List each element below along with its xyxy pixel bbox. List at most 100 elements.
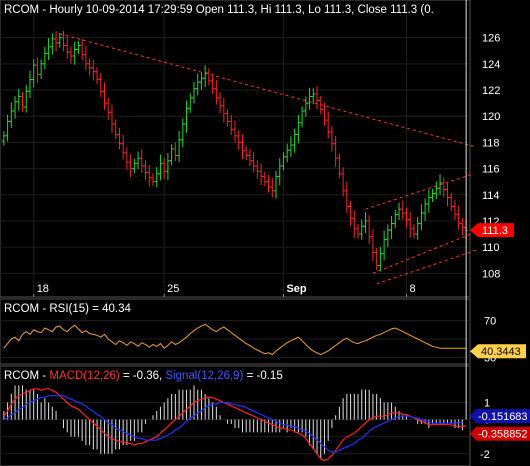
down-candle: [54, 31, 59, 52]
down-candle: [329, 126, 334, 152]
down-candle: [128, 154, 133, 178]
up-candle: [426, 189, 431, 213]
down-candle: [374, 247, 379, 271]
up-candle: [5, 114, 10, 142]
rsi-value-tag: 40.3443: [470, 344, 526, 359]
up-candle: [27, 70, 32, 99]
down-candle: [106, 97, 111, 121]
rsi-value-tag-shape: [470, 344, 526, 359]
up-candle: [165, 153, 170, 180]
macd-tick-label: 1: [484, 398, 490, 410]
down-candle: [229, 114, 234, 135]
up-candle: [303, 96, 308, 117]
down-candle: [270, 178, 275, 198]
down-candle: [262, 171, 267, 187]
price-tick-label: 122: [482, 85, 500, 97]
down-candle: [452, 199, 457, 221]
up-candle: [307, 87, 312, 110]
down-candle: [210, 74, 215, 95]
rsi-grid: [0, 320, 470, 358]
down-candle: [240, 134, 245, 160]
down-candle: [236, 130, 241, 151]
down-candle: [147, 164, 152, 187]
down-candle: [449, 192, 454, 212]
up-candle: [72, 41, 77, 65]
up-candle: [199, 72, 204, 90]
down-candle: [95, 67, 100, 85]
down-candle: [225, 109, 230, 127]
up-candle: [136, 151, 141, 169]
up-candle: [9, 102, 14, 129]
up-candle: [39, 59, 44, 79]
up-candle: [24, 84, 29, 113]
macd-value-tag-shape: [470, 409, 530, 424]
down-candle: [259, 163, 264, 186]
down-candle: [356, 224, 361, 239]
up-candle: [42, 46, 47, 70]
up-candle: [438, 174, 443, 195]
down-candle: [322, 102, 327, 126]
down-candle: [102, 82, 107, 110]
down-candle: [68, 46, 73, 64]
down-candle: [61, 30, 66, 52]
down-candle: [91, 60, 96, 81]
up-candle: [415, 216, 420, 240]
time-tick-label: Sep: [286, 283, 306, 295]
up-candle: [16, 88, 21, 111]
up-candle: [50, 33, 55, 55]
down-candle: [109, 104, 114, 133]
up-candle: [184, 100, 189, 133]
down-candle: [348, 200, 353, 227]
up-candle: [423, 198, 428, 221]
up-candle: [188, 93, 193, 113]
signal-tag-label: -0.358852: [478, 429, 528, 441]
down-candle: [233, 120, 237, 143]
signal-value-tag-shape: [470, 426, 530, 441]
macd-histogram: [3, 0, 467, 459]
up-candle: [285, 143, 290, 163]
down-candle: [445, 181, 450, 207]
up-candle: [300, 106, 305, 128]
macd-legend: RCOM - MACD(12,26) = -0.36, Signal(12,26…: [4, 370, 283, 382]
up-candle: [191, 82, 196, 104]
up-candle: [397, 202, 402, 221]
signal-series-line: [3, 395, 463, 453]
down-candle: [337, 153, 342, 179]
signal-legend-value: -0.15: [257, 370, 283, 382]
down-candle: [65, 36, 70, 59]
down-candle: [214, 79, 219, 105]
down-candle: [315, 86, 320, 110]
down-candle: [113, 119, 118, 140]
last-price-tag: 111.3: [470, 223, 514, 238]
down-candle: [87, 58, 92, 76]
up-candle: [76, 40, 81, 55]
macd-legend-value: -0.36: [133, 370, 159, 382]
down-candle: [150, 173, 155, 187]
rsi-panel-frame: [0, 298, 471, 365]
up-candle: [281, 152, 286, 171]
up-candle: [430, 188, 435, 202]
macd-tag-label: -0.151683: [478, 411, 528, 423]
up-candle: [154, 167, 159, 188]
up-candle: [419, 204, 424, 231]
rsi-series-line: [3, 323, 467, 356]
up-candle: [57, 33, 62, 48]
down-candle: [352, 210, 357, 238]
rsi-value-label: 40.3443: [481, 346, 521, 358]
up-candle: [169, 144, 174, 166]
down-candle: [344, 182, 349, 214]
down-candle: [244, 145, 249, 161]
price-tick-label: 114: [482, 190, 500, 202]
price-tick-label: 126: [482, 33, 500, 45]
time-tick-label: 8: [409, 283, 415, 295]
signal-legend-name: Signal(12,26,9): [165, 370, 243, 382]
up-candle: [1, 131, 6, 146]
down-candle: [367, 215, 372, 245]
down-candle: [441, 177, 446, 198]
macd-panel-frame: [0, 365, 471, 466]
trend-line: [372, 230, 478, 274]
time-axis: 18 25 Sep 8: [33, 283, 416, 297]
